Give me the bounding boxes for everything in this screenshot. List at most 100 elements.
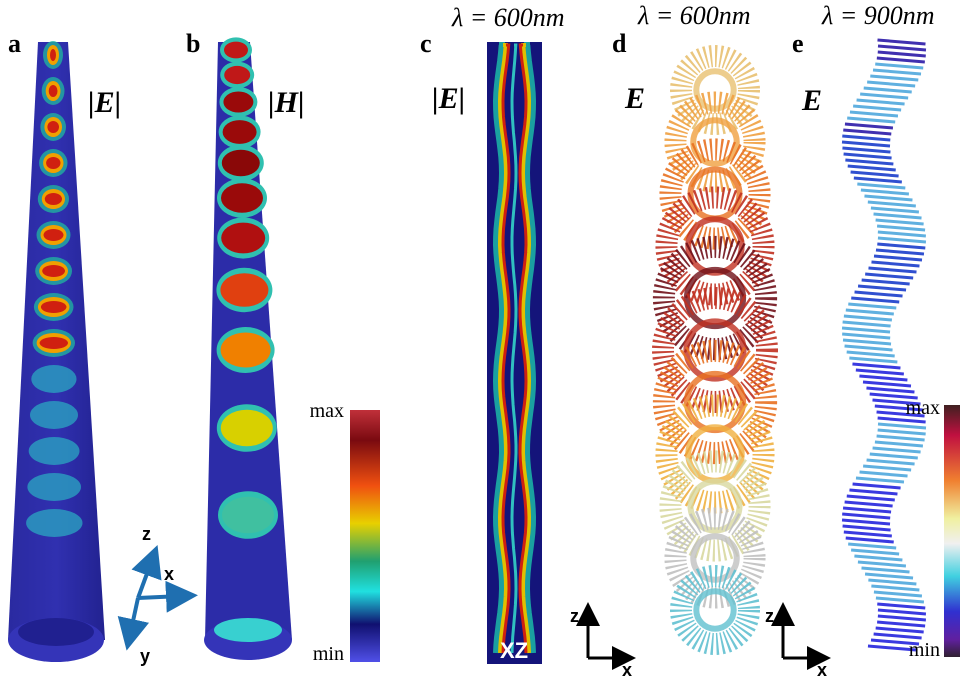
arrow bbox=[878, 46, 926, 50]
colorbar bbox=[944, 405, 960, 657]
arrow bbox=[871, 208, 919, 212]
arrow bbox=[848, 166, 896, 170]
arrow bbox=[858, 286, 906, 290]
arrow bbox=[842, 148, 890, 152]
arrow bbox=[878, 238, 926, 242]
arrow bbox=[873, 448, 921, 452]
arrow bbox=[850, 112, 898, 116]
arrow bbox=[871, 262, 919, 266]
panel-label: b bbox=[186, 29, 200, 58]
arrow bbox=[855, 292, 903, 296]
arrow bbox=[870, 454, 918, 458]
wavelength: λ = 600nm bbox=[637, 1, 751, 30]
arrow bbox=[874, 592, 922, 596]
field-map-xz bbox=[487, 42, 542, 664]
field-spot bbox=[223, 92, 253, 113]
arrow bbox=[842, 520, 890, 524]
field-spot bbox=[26, 509, 82, 537]
vector-field-600 bbox=[663, 56, 767, 644]
arrow bbox=[863, 382, 911, 386]
arrow bbox=[854, 556, 902, 560]
arrow bbox=[842, 514, 890, 518]
arrow bbox=[877, 40, 925, 44]
arrow bbox=[876, 628, 924, 632]
axis-label: z bbox=[142, 524, 151, 544]
arrow bbox=[843, 526, 891, 530]
arrow bbox=[873, 70, 921, 74]
arrow bbox=[874, 256, 922, 260]
arrow bbox=[845, 346, 893, 350]
arrow bbox=[874, 634, 922, 638]
arrow bbox=[864, 196, 912, 200]
axis-label: x bbox=[164, 564, 174, 584]
arrow bbox=[870, 76, 918, 80]
arrow-ring bbox=[681, 576, 749, 644]
field-spot bbox=[42, 265, 65, 277]
arrow bbox=[876, 250, 924, 254]
arrow bbox=[876, 598, 924, 602]
wavelength: λ = 900nm bbox=[821, 1, 935, 30]
axis-label: x bbox=[817, 660, 827, 680]
arrow bbox=[851, 550, 899, 554]
arrow bbox=[843, 322, 891, 326]
arrow-ring bbox=[681, 56, 749, 124]
arrow bbox=[871, 586, 919, 590]
arrow bbox=[846, 310, 894, 314]
axis-label: z bbox=[570, 606, 579, 626]
field-spot bbox=[224, 42, 248, 59]
field-spot bbox=[49, 85, 58, 97]
panel-label: d bbox=[612, 29, 627, 58]
field-spot bbox=[45, 193, 62, 205]
arrow bbox=[877, 226, 925, 230]
field-label: |E| bbox=[432, 82, 465, 115]
field-spot bbox=[29, 437, 80, 465]
panel-label: e bbox=[792, 29, 804, 58]
arrow bbox=[865, 274, 913, 278]
arrow bbox=[848, 304, 896, 308]
arrow bbox=[878, 610, 926, 614]
field-spot bbox=[221, 183, 263, 212]
panel-label: a bbox=[8, 29, 21, 58]
arrow bbox=[865, 574, 913, 578]
arrow bbox=[875, 442, 923, 446]
tube-h bbox=[204, 37, 292, 660]
arrow bbox=[843, 130, 891, 134]
arrow bbox=[849, 358, 897, 362]
vector-field-900 bbox=[842, 40, 926, 650]
figure: a |E| b |H| c λ = 600nm |E| XZ d λ = 600… bbox=[0, 0, 960, 680]
arrow bbox=[863, 466, 911, 470]
arrow bbox=[877, 622, 925, 626]
field-spot bbox=[30, 401, 78, 429]
colorbar-max: max bbox=[310, 400, 344, 422]
field-spot bbox=[224, 66, 250, 84]
field-spot bbox=[221, 410, 273, 446]
arrow bbox=[856, 478, 904, 482]
arrow bbox=[842, 142, 890, 146]
arrow bbox=[875, 64, 923, 68]
arrow bbox=[844, 154, 892, 158]
colorbar-min: min bbox=[909, 639, 940, 661]
arrow bbox=[851, 172, 899, 176]
arrow bbox=[867, 460, 915, 464]
arrow bbox=[848, 544, 896, 548]
arrow bbox=[878, 430, 926, 434]
arrow bbox=[874, 214, 922, 218]
axes-2d bbox=[588, 614, 819, 658]
field-spot bbox=[27, 473, 81, 501]
field-spot bbox=[221, 223, 265, 254]
arrow bbox=[845, 124, 893, 128]
field-spot bbox=[46, 157, 60, 169]
field-spot bbox=[31, 365, 76, 393]
arrow bbox=[851, 298, 899, 302]
arrow bbox=[876, 220, 924, 224]
field-label: |E| bbox=[88, 86, 121, 119]
arrow bbox=[861, 190, 909, 194]
field-spot bbox=[220, 273, 268, 307]
arrow bbox=[864, 88, 912, 92]
colorbar-min: min bbox=[313, 643, 344, 665]
arrow bbox=[854, 178, 902, 182]
arrow bbox=[843, 508, 891, 512]
arrow bbox=[860, 472, 908, 476]
arrow bbox=[857, 100, 905, 104]
arrow bbox=[878, 616, 926, 620]
